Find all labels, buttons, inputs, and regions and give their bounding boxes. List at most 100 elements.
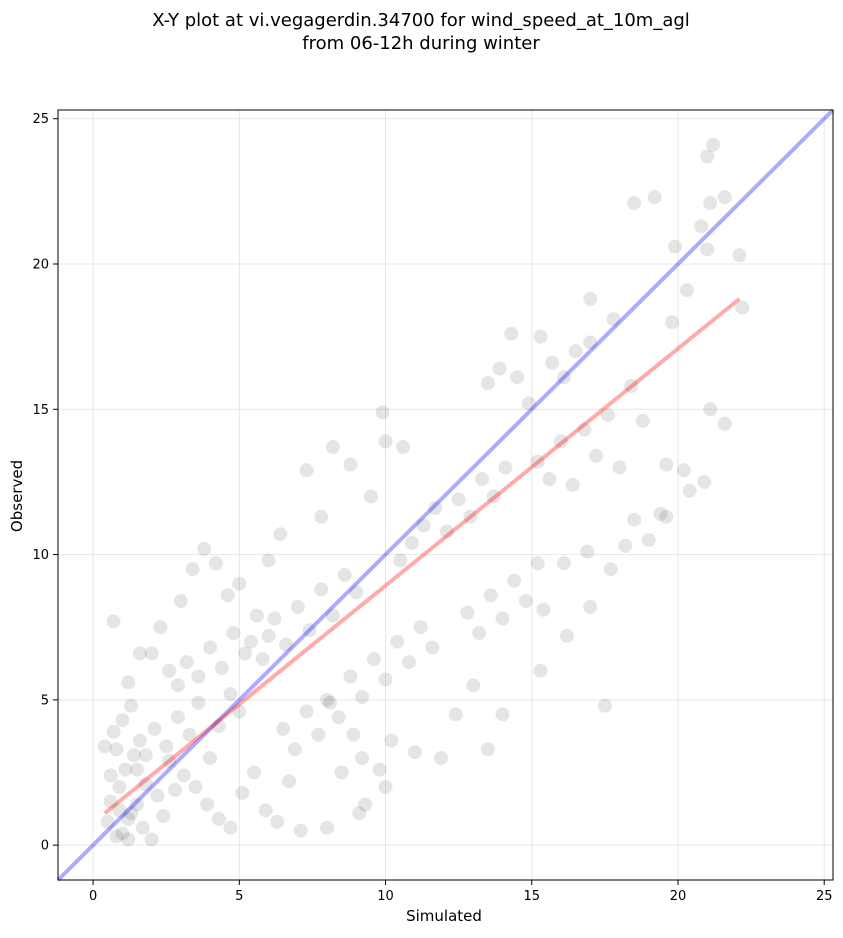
scatter-point [191,669,206,684]
scatter-point [597,698,612,713]
scatter-point [176,768,191,783]
scatter-point [665,315,680,330]
scatter-point [589,448,604,463]
scatter-point [668,239,683,254]
scatter-point [121,811,136,826]
grid [58,110,833,880]
scatter-point [521,396,536,411]
scatter-point [197,541,212,556]
scatter-point [223,687,238,702]
scatter-point [372,762,387,777]
scatter-point [129,762,144,777]
scatter-point [267,611,282,626]
scatter-point [150,788,165,803]
scatter-point [530,556,545,571]
scatter-point [425,640,440,655]
scatter-point [577,422,592,437]
scatter-point [533,663,548,678]
scatter-point [358,797,373,812]
scatter-point [682,483,697,498]
scatter-point [647,190,662,205]
scatter-point [331,710,346,725]
scatter-point [396,440,411,455]
scatter-point [700,242,715,257]
scatter-point [483,588,498,603]
scatter-point [153,620,168,635]
scatter-point [703,402,718,417]
scatter-point [261,553,276,568]
scatter-point [162,663,177,678]
scatter-point [533,329,548,344]
scatter-point [244,634,259,649]
scatter-point [545,355,560,370]
scatter-point [170,678,185,693]
scatter-point [355,750,370,765]
scatter-point [554,434,569,449]
x-tick-label: 20 [670,889,687,904]
scatter-point [717,416,732,431]
scatter-point [498,460,513,475]
scatter-point [568,344,583,359]
scatter-point [492,361,507,376]
scatter-point [495,707,510,722]
scatter-point [732,248,747,263]
scatter-point [203,750,218,765]
scatter-point [211,719,226,733]
scatter-point [583,291,598,306]
scatter-point [103,768,118,783]
scatter-point [167,782,182,797]
scatter-point [583,599,598,614]
scatter-point [282,774,297,789]
scatter-point [112,803,127,818]
scatter-point [226,626,241,641]
scatter-point [238,646,253,661]
scatter-point [334,765,349,780]
x-tick-label: 0 [89,889,97,904]
scatter-point [624,379,639,394]
scatter-point [480,376,495,391]
scatter-point [124,806,139,821]
scatter-point [173,594,188,609]
scatter-point [565,477,580,492]
scatter-point [223,820,238,835]
scatter-point [378,672,393,687]
scatter-point [147,721,162,736]
scatter-point [393,553,408,568]
scatter-point [352,806,367,821]
scatter-point [214,660,229,675]
x-tick-label: 15 [524,889,541,904]
scatter-point [121,832,136,847]
scatter-point [556,370,571,385]
scatter-point [603,562,618,577]
scatter-point [200,797,215,812]
scatter-point [287,742,302,757]
scatter-point [659,509,674,524]
scatter-point [676,463,691,478]
scatter-point [618,538,633,553]
y-axis-ticks: 0 5 10 15 20 25 [32,112,58,854]
scatter-point [401,655,416,670]
plot-frame [57,109,834,881]
scatter-point [507,573,522,588]
scatter-point [255,652,270,667]
scatter-point [320,692,335,707]
scatter-point [182,727,197,742]
scatter-point [627,512,642,527]
scatter-point [606,312,621,327]
scatter-point [103,794,118,809]
scatter-point [162,753,177,768]
scatter-point [627,195,642,210]
scatter-point [378,434,393,449]
scatter-point [185,562,200,577]
scatter-point [188,780,203,795]
scatter-point [314,509,329,524]
scatter-point [378,780,393,795]
scatter-point [124,698,139,713]
scatter-point [320,820,335,835]
scatter-points [97,137,750,847]
scatter-point [583,335,598,350]
scatter-point [679,283,694,298]
scatter-point [135,820,150,835]
scatter-point [416,518,431,533]
scatter-point [355,689,370,704]
